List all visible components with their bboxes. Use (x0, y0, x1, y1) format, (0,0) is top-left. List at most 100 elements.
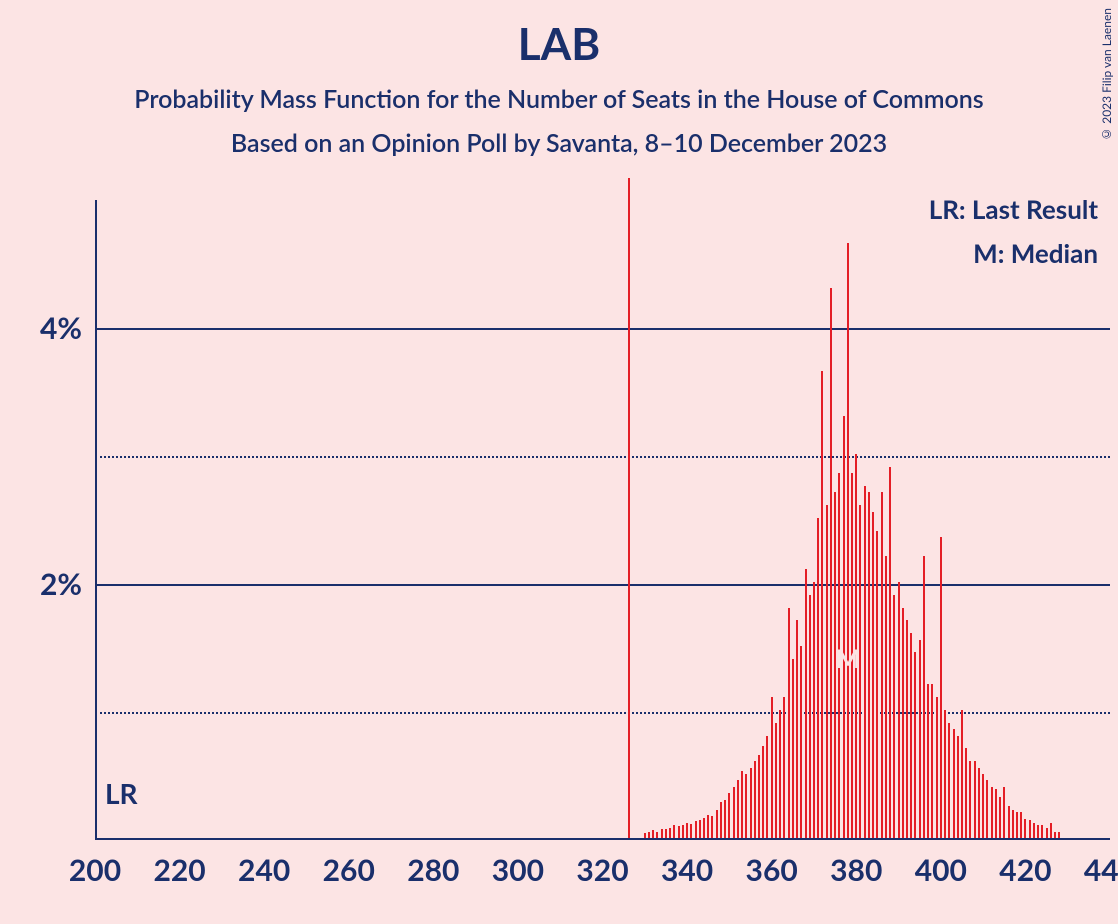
pmf-bar (766, 736, 768, 838)
x-tick-label: 340 (661, 852, 713, 888)
pmf-bar (826, 505, 828, 838)
pmf-bar (661, 829, 663, 838)
pmf-bar (847, 243, 849, 838)
pmf-bar (737, 780, 739, 838)
pmf-bar (830, 288, 832, 838)
x-tick-label: 380 (830, 852, 882, 888)
pmf-bar (914, 652, 916, 838)
pmf-bar (1020, 812, 1022, 838)
x-tick-label: 440 (1084, 852, 1118, 888)
x-tick-label: 360 (746, 852, 798, 888)
pmf-bar (923, 556, 925, 838)
x-tick-label: 420 (999, 852, 1051, 888)
pmf-bar (817, 518, 819, 838)
pmf-bar (1050, 823, 1052, 838)
pmf-bar (936, 697, 938, 838)
pmf-bar (910, 633, 912, 838)
y-axis (95, 200, 97, 840)
x-tick-label: 200 (69, 852, 121, 888)
pmf-bar (733, 787, 735, 838)
pmf-bar (758, 755, 760, 838)
pmf-bar (750, 768, 752, 838)
pmf-bar (974, 761, 976, 838)
pmf-bar (969, 761, 971, 838)
pmf-bar (885, 556, 887, 838)
chart-title: LAB (0, 0, 1118, 70)
pmf-bar (686, 823, 688, 838)
pmf-bar (800, 646, 802, 838)
pmf-bar (788, 608, 790, 838)
pmf-bar (678, 826, 680, 838)
pmf-bar (792, 659, 794, 838)
pmf-bar (1033, 823, 1035, 838)
x-axis (95, 838, 1110, 840)
last-result-line (628, 178, 630, 838)
pmf-bar (805, 569, 807, 838)
pmf-bar (986, 780, 988, 838)
pmf-bar (995, 789, 997, 838)
pmf-bar (1012, 810, 1014, 838)
pmf-bar (940, 537, 942, 838)
pmf-bar (944, 710, 946, 838)
gridline-minor (95, 712, 1110, 714)
y-tick-label: 4% (40, 310, 82, 346)
pmf-bar (919, 640, 921, 838)
pmf-bar (695, 821, 697, 838)
copyright-text: © 2023 Filip van Laenen (1099, 8, 1114, 142)
pmf-bar (864, 486, 866, 838)
x-tick-label: 240 (238, 852, 290, 888)
pmf-bar (762, 746, 764, 838)
pmf-bar (999, 797, 1001, 838)
pmf-bar (902, 608, 904, 838)
y-tick-label: 2% (40, 566, 82, 602)
pmf-bar (779, 710, 781, 838)
pmf-bar (1016, 812, 1018, 838)
pmf-bar (991, 787, 993, 838)
pmf-bar (707, 815, 709, 838)
pmf-bar (771, 697, 773, 838)
pmf-bar (745, 774, 747, 838)
pmf-bar (1054, 832, 1056, 838)
pmf-bar (872, 512, 874, 838)
chart-plot-area: LR: Last Result M: Median 2%4%2002202402… (95, 200, 1110, 840)
median-label: M (836, 642, 861, 674)
pmf-bar (953, 729, 955, 838)
x-tick-label: 220 (153, 852, 205, 888)
pmf-bar (656, 832, 658, 838)
pmf-bar (809, 595, 811, 838)
pmf-bar (716, 810, 718, 838)
pmf-bar (644, 833, 646, 838)
pmf-bar (843, 416, 845, 838)
pmf-bar (783, 697, 785, 838)
pmf-bar (728, 793, 730, 838)
chart-subtitle-2: Based on an Opinion Poll by Savanta, 8–1… (0, 128, 1118, 158)
pmf-bar (1024, 819, 1026, 838)
pmf-bar (876, 531, 878, 838)
pmf-bar (754, 761, 756, 838)
pmf-bar (775, 723, 777, 838)
x-tick-label: 260 (323, 852, 375, 888)
pmf-bar (906, 620, 908, 838)
pmf-bar (931, 684, 933, 838)
pmf-bar (1029, 820, 1031, 838)
pmf-bar (673, 825, 675, 838)
pmf-bar (724, 800, 726, 838)
pmf-bar (1037, 825, 1039, 838)
pmf-bar (1046, 828, 1048, 838)
pmf-bar (665, 829, 667, 838)
pmf-bar (690, 824, 692, 838)
x-tick-label: 400 (915, 852, 967, 888)
pmf-bar (682, 825, 684, 838)
gridline-major (95, 328, 1110, 330)
pmf-bar (1003, 787, 1005, 838)
pmf-bar (741, 771, 743, 838)
pmf-bar (796, 620, 798, 838)
x-tick-label: 280 (407, 852, 459, 888)
pmf-bar (893, 595, 895, 838)
pmf-bar (961, 710, 963, 838)
chart-legend: LR: Last Result M: Median (929, 193, 1098, 281)
pmf-bar (948, 723, 950, 838)
pmf-bar (720, 802, 722, 838)
pmf-bar (699, 820, 701, 838)
pmf-bar (813, 582, 815, 838)
